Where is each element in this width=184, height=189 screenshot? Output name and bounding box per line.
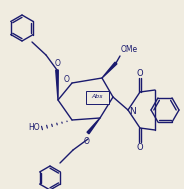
Text: O: O: [137, 143, 143, 152]
Polygon shape: [102, 62, 117, 78]
Text: Abs: Abs: [91, 94, 103, 99]
Text: N: N: [129, 108, 136, 116]
Text: OMe: OMe: [121, 45, 138, 54]
Polygon shape: [87, 118, 100, 134]
Text: O: O: [137, 68, 143, 77]
Text: O: O: [84, 137, 90, 146]
Text: O: O: [55, 59, 61, 68]
FancyBboxPatch shape: [86, 91, 109, 104]
Polygon shape: [56, 70, 58, 100]
Text: HO: HO: [28, 123, 40, 132]
Text: O: O: [64, 75, 70, 84]
